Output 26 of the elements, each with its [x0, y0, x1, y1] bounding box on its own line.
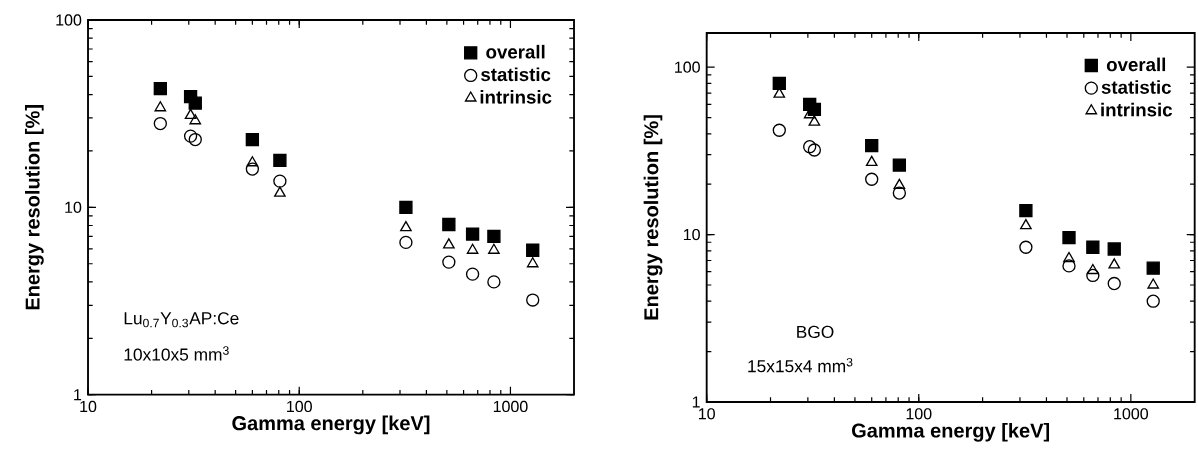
annotation: Lu$_{0.7}$Y$_{0.3}$AP:Ce	[124, 312, 239, 328]
y-tick-label: 10	[65, 201, 82, 213]
x-axis-title: Gamma energy [keV]	[852, 422, 1050, 442]
legend-label: overall	[486, 44, 545, 59]
x-tick-label: 100	[287, 400, 312, 413]
x-tick-label: 1000	[1114, 408, 1149, 420]
legend-label: statistic	[1101, 80, 1171, 94]
x-tick-label: 10	[80, 400, 97, 413]
y-axis-title: Energy resolution [%]	[643, 115, 663, 320]
y-axis-title: Energy resolution [%]	[24, 105, 44, 310]
annotation: 15x15x4 mm$^{3}$	[748, 357, 853, 373]
x-axis-title: Gamma energy [keV]	[232, 415, 430, 435]
legend-label: intrinsic	[480, 90, 552, 104]
y-tick-label: 1	[74, 389, 82, 401]
legend-label: intrinsic	[1101, 102, 1173, 117]
legend-label: statistic	[481, 67, 551, 82]
y-tick-label: 100	[675, 61, 700, 73]
annotation: 10x10x5 mm$^{3}$	[124, 346, 229, 361]
x-tick-label: 1000	[493, 400, 528, 413]
y-tick-label: 100	[56, 14, 82, 26]
x-tick-label: 10	[698, 408, 715, 420]
y-tick-label: 1	[692, 396, 700, 408]
annotation: BGO	[797, 325, 834, 339]
legend-label: overall	[1106, 57, 1166, 72]
x-tick-label: 100	[906, 408, 932, 420]
y-tick-label: 10	[683, 228, 700, 241]
